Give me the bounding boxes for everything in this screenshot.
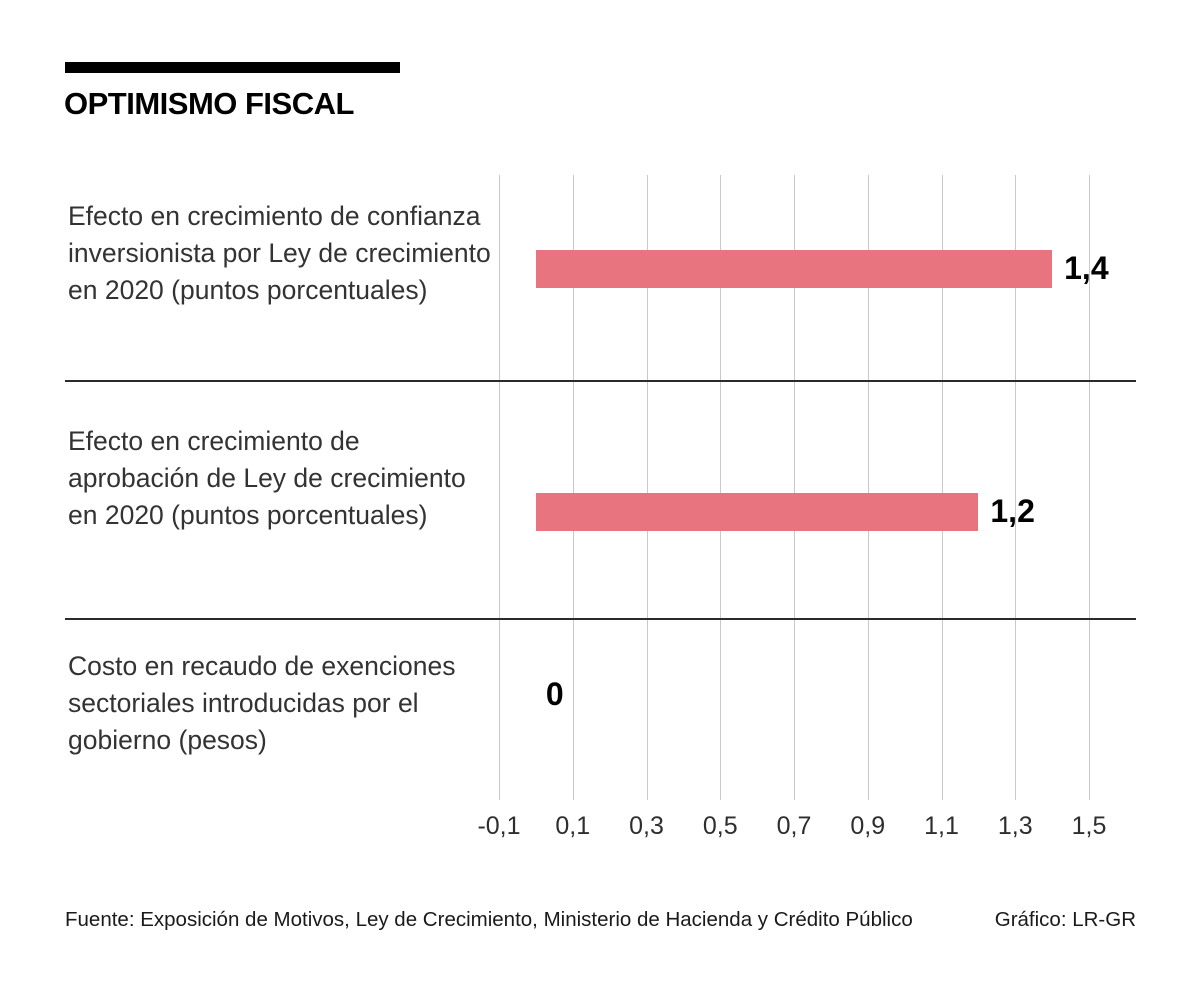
category-label: Efecto en crecimiento de confianza inver… [68,201,491,305]
gridline [867,175,869,800]
title-rule [65,62,400,73]
x-tick-label: 1,5 [1071,812,1107,840]
x-tick-label: 0,9 [850,812,886,840]
category-label: Efecto en crecimiento de aprobación de L… [68,426,466,530]
row-separator [65,380,1136,382]
chart-footer: Fuente: Exposición de Motivos, Ley de Cr… [65,908,1136,932]
x-tick-label: 0,1 [555,812,591,840]
credit-text: Gráfico: LR-GR [994,908,1136,931]
x-tick-label: 1,1 [924,812,959,840]
value-label: 1,2 [990,493,1035,529]
x-tick-label: 0,5 [702,812,738,840]
gridline [720,175,722,800]
category-label: Costo en recaudo de exenciones sectorial… [68,651,456,755]
gridline [1089,175,1090,800]
x-tick-label: -0,1 [477,812,521,840]
gridline [499,175,500,800]
source-text: Fuente: Exposición de Motivos, Ley de Cr… [65,908,913,931]
value-label: 0 [545,676,564,712]
chart-title: OPTIMISMO FISCAL [64,86,354,121]
gridline [1015,175,1017,800]
gridline [572,175,574,800]
value-label: 1,4 [1064,250,1109,286]
bar [535,250,1053,288]
gridline [646,175,648,800]
x-tick-label: 0,7 [776,812,812,840]
gridline [794,175,795,800]
row-separator [65,618,1136,620]
x-tick-label: 0,3 [629,812,664,840]
gridline [941,175,943,800]
x-tick-label: 1,3 [997,812,1033,840]
bar [535,493,979,531]
